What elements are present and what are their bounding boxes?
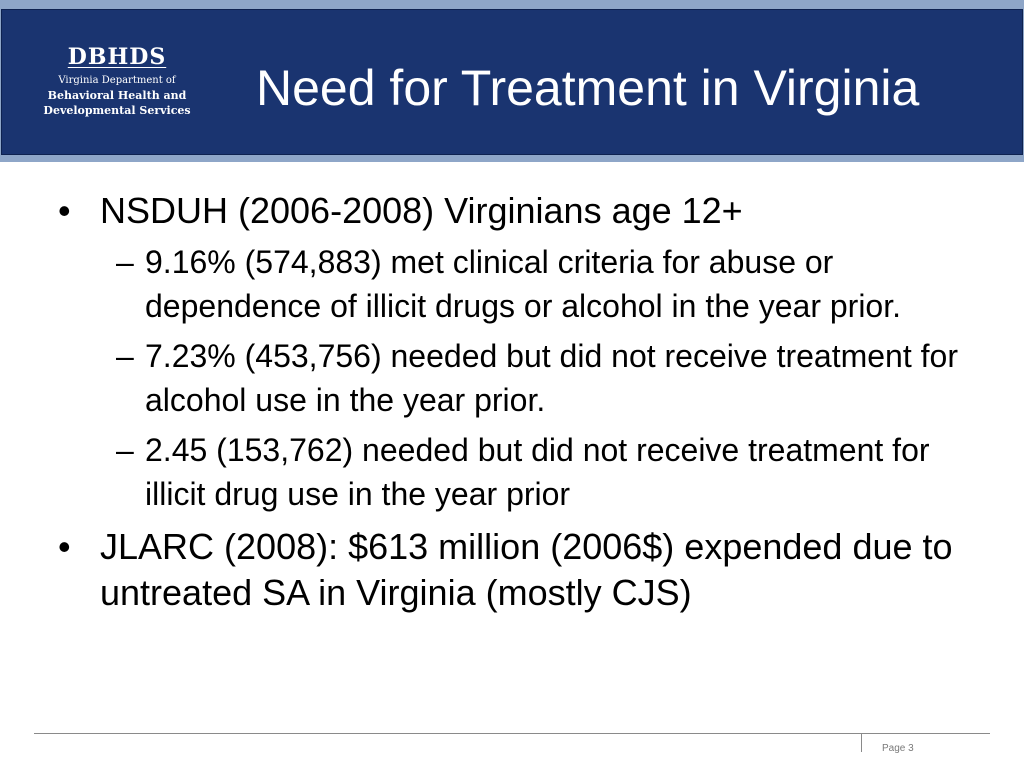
sub-bullet-marker: – <box>116 244 134 280</box>
bullet-marker: • <box>58 190 71 231</box>
bullet-text: JLARC (2008): $613 million (2006$) expen… <box>100 526 953 613</box>
footer-tick <box>861 733 862 752</box>
bullet-nsduh: • NSDUH (2006-2008) Virginians age 12+ <box>58 188 978 234</box>
bullet-marker: • <box>58 526 71 567</box>
footer-divider <box>34 733 990 734</box>
bullet-jlarc: • JLARC (2008): $613 million (2006$) exp… <box>58 524 978 616</box>
slide-header: DBHDS Virginia Department of Behavioral … <box>1 9 1023 155</box>
sub-bullet-text: 2.45 (153,762) needed but did not receiv… <box>145 432 930 512</box>
sub-bullet-text: 9.16% (574,883) met clinical criteria fo… <box>145 244 901 324</box>
logo-line-2: Behavioral Health and <box>47 89 187 102</box>
sub-bullet-drug-treatment: – 2.45 (153,762) needed but did not rece… <box>58 428 978 516</box>
logo-line-1: Virginia Department of <box>58 75 176 86</box>
slide-title: Need for Treatment in Virginia <box>256 60 920 116</box>
sub-bullet-abuse-dependence: – 9.16% (574,883) met clinical criteria … <box>58 240 978 328</box>
slide-body: • NSDUH (2006-2008) Virginians age 12+ –… <box>58 188 978 616</box>
logo-line-3: Developmental Services <box>43 104 191 117</box>
logo-abbreviation: DBHDS <box>67 44 167 70</box>
sub-bullet-marker: – <box>116 432 134 468</box>
sub-bullet-alcohol-treatment: – 7.23% (453,756) needed but did not rec… <box>58 334 978 422</box>
dbhds-logo: DBHDS Virginia Department of Behavioral … <box>32 44 202 118</box>
sub-bullet-text: 7.23% (453,756) needed but did not recei… <box>145 338 958 418</box>
bullet-text: NSDUH (2006-2008) Virginians age 12+ <box>100 190 743 231</box>
page-number: Page 3 <box>882 743 914 754</box>
sub-bullet-marker: – <box>116 338 134 374</box>
